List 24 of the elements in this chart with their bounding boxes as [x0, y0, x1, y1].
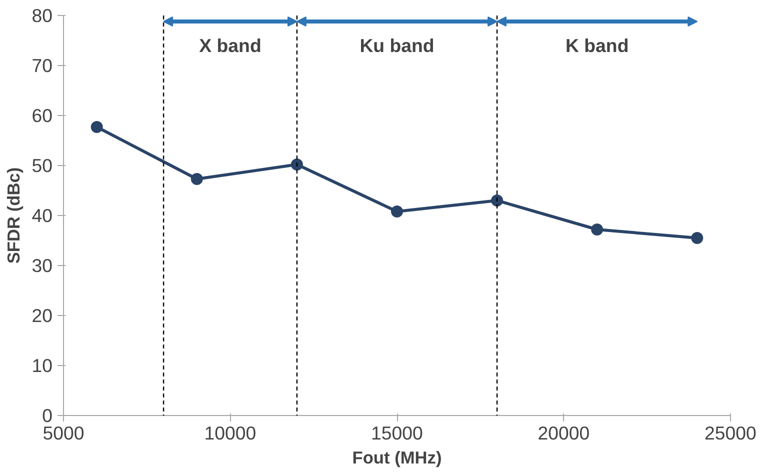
point	[190, 173, 203, 185]
point	[391, 206, 403, 218]
annotation: K band	[565, 35, 629, 56]
x-tick-label: 10000	[204, 422, 256, 444]
y-tick-label: 20	[32, 305, 53, 326]
y-tick-label: 10	[32, 355, 53, 376]
y-tick-label: 70	[32, 55, 53, 76]
y-axis-title: SFDR (dBc)	[4, 167, 24, 264]
y-tick-label: 50	[32, 155, 53, 176]
point	[290, 158, 303, 170]
point	[90, 121, 103, 133]
y-tick-label: 60	[32, 105, 53, 126]
y-tick-label: 30	[32, 255, 53, 276]
y-tick-label: 40	[32, 205, 53, 226]
x-axis-title: Fout (MHz)	[352, 448, 442, 468]
annotation: Ku band	[360, 35, 434, 56]
point	[591, 224, 604, 236]
point	[691, 232, 704, 244]
x-tick-label: 15000	[371, 422, 423, 444]
point	[491, 194, 504, 206]
annotation: X band	[199, 35, 262, 56]
x-tick-label: 20000	[538, 422, 590, 444]
x-tick-label: 25000	[704, 422, 756, 444]
y-tick-label: 80	[32, 5, 53, 26]
